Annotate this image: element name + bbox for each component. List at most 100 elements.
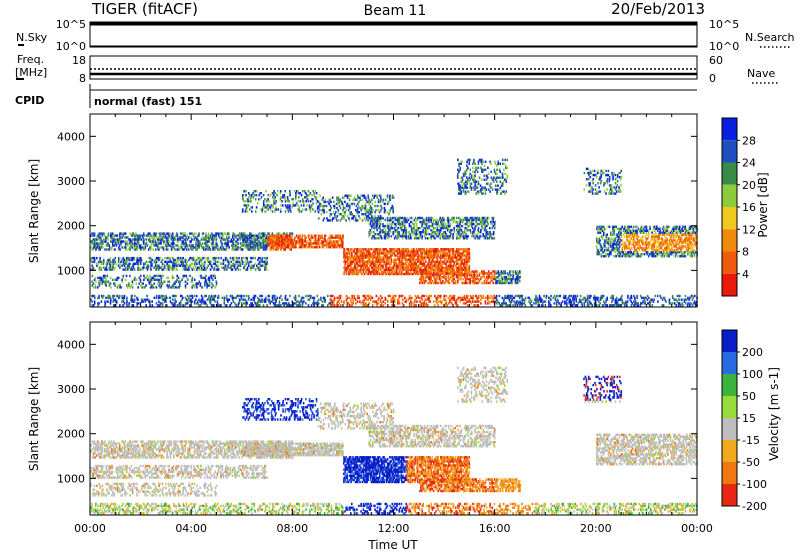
echo-cell [247,238,250,241]
echo-cell [148,256,151,260]
echo-cell [231,258,234,262]
echo-cell [193,268,196,271]
echo-cell [179,248,181,251]
echo-cell [214,256,216,260]
echo-cell [212,242,214,245]
echo-cell [346,202,348,206]
echo-cell [484,281,487,285]
echo-cell [377,268,380,272]
echo-cell [455,250,458,253]
echo-cell [232,236,234,239]
echo-cell [254,198,257,201]
echo-cell [237,242,240,245]
echo-cell [186,234,189,237]
echo-cell [139,260,142,264]
echo-cell [181,240,183,243]
echo-cell [165,244,167,247]
echo-cell [437,222,440,226]
echo-cell [347,258,350,261]
echo-cell [204,276,206,280]
echo-cell [390,258,393,261]
echo-cell [274,242,276,245]
echo-cell [320,204,322,208]
echo-cell [115,262,118,265]
echo-cell [470,186,473,189]
echo-cell [384,208,386,212]
echo-cell [115,234,118,237]
echo-cell [265,240,267,243]
echo-cell [413,222,415,226]
echo-cell [470,270,473,273]
echo-cell [200,268,202,271]
echo-cell [436,264,438,267]
echo-cell [364,202,367,206]
echo-cell [109,276,112,280]
echo-cell [154,234,157,237]
echo-cell [377,200,380,204]
echo-cell [160,240,162,243]
echo-cell [361,268,364,272]
echo-cell [184,286,187,289]
echo-cell [138,258,141,262]
echo-cell [182,276,184,280]
echo-cell [374,200,377,204]
echo-cell [434,270,436,273]
echo-cell [379,200,382,204]
echo-cell [246,244,248,247]
echo-cell [255,190,258,193]
echo-cell [277,232,280,235]
echo-cell [106,262,109,265]
echo-cell [234,236,236,239]
echo-cell [126,286,129,289]
echo-cell [190,236,192,239]
echo-cell [134,236,136,239]
echo-cell [93,234,96,237]
echo-cell [425,216,428,220]
echo-cell [142,232,145,235]
echo-cell [461,274,463,277]
echo-cell [110,234,113,237]
echo-cell [466,258,468,261]
echo-cell [91,248,93,251]
echo-cell [472,170,474,173]
echo-cell [349,258,352,261]
echo-cell [214,276,217,280]
echo-cell [125,258,127,262]
echo-cell [246,256,249,260]
echo-cell [390,235,393,238]
echo-cell [196,262,198,265]
echo-cell [129,246,131,249]
echo-cell [496,172,498,175]
echo-cell [334,215,336,218]
echo-cell [395,258,398,261]
echo-cell [131,268,134,271]
echo-cell [109,264,112,267]
echo-cell [283,194,286,197]
echo-cell [158,238,160,241]
echo-cell [123,232,125,235]
echo-cell [92,282,95,285]
echo-cell [139,234,142,237]
echo-cell [382,198,385,201]
echo-cell [92,234,95,237]
echo-cell [172,264,175,267]
echo-cell [306,204,308,207]
echo-cell [245,190,247,193]
echo-cell [98,260,100,264]
echo-cell [173,246,175,249]
echo-cell [245,242,248,245]
echo-cell [200,258,203,262]
echo-cell [491,237,494,240]
echo-cell [114,238,116,241]
echo-cell [228,234,230,237]
echo-cell [155,268,158,271]
echo-cell [368,268,370,272]
echo-cell [244,200,246,203]
echo-cell [329,204,332,208]
echo-cell [358,248,360,251]
echo-cell [236,240,238,243]
echo-cell [172,244,174,247]
echo-cell [184,234,187,237]
echo-cell [221,234,223,237]
echo-cell [170,248,173,251]
